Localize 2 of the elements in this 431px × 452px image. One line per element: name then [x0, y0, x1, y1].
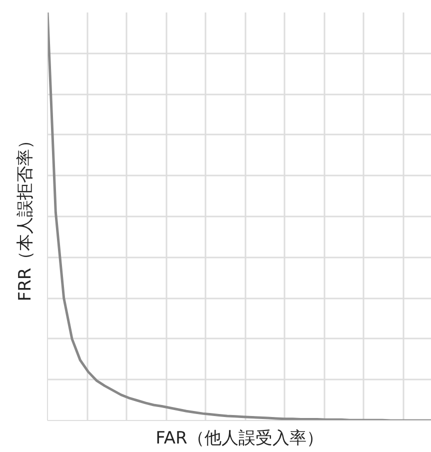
x-axis-title: FAR（他人誤受入率） — [156, 428, 324, 448]
y-axis-title: FRR（本人誤拒否率） — [16, 132, 36, 302]
